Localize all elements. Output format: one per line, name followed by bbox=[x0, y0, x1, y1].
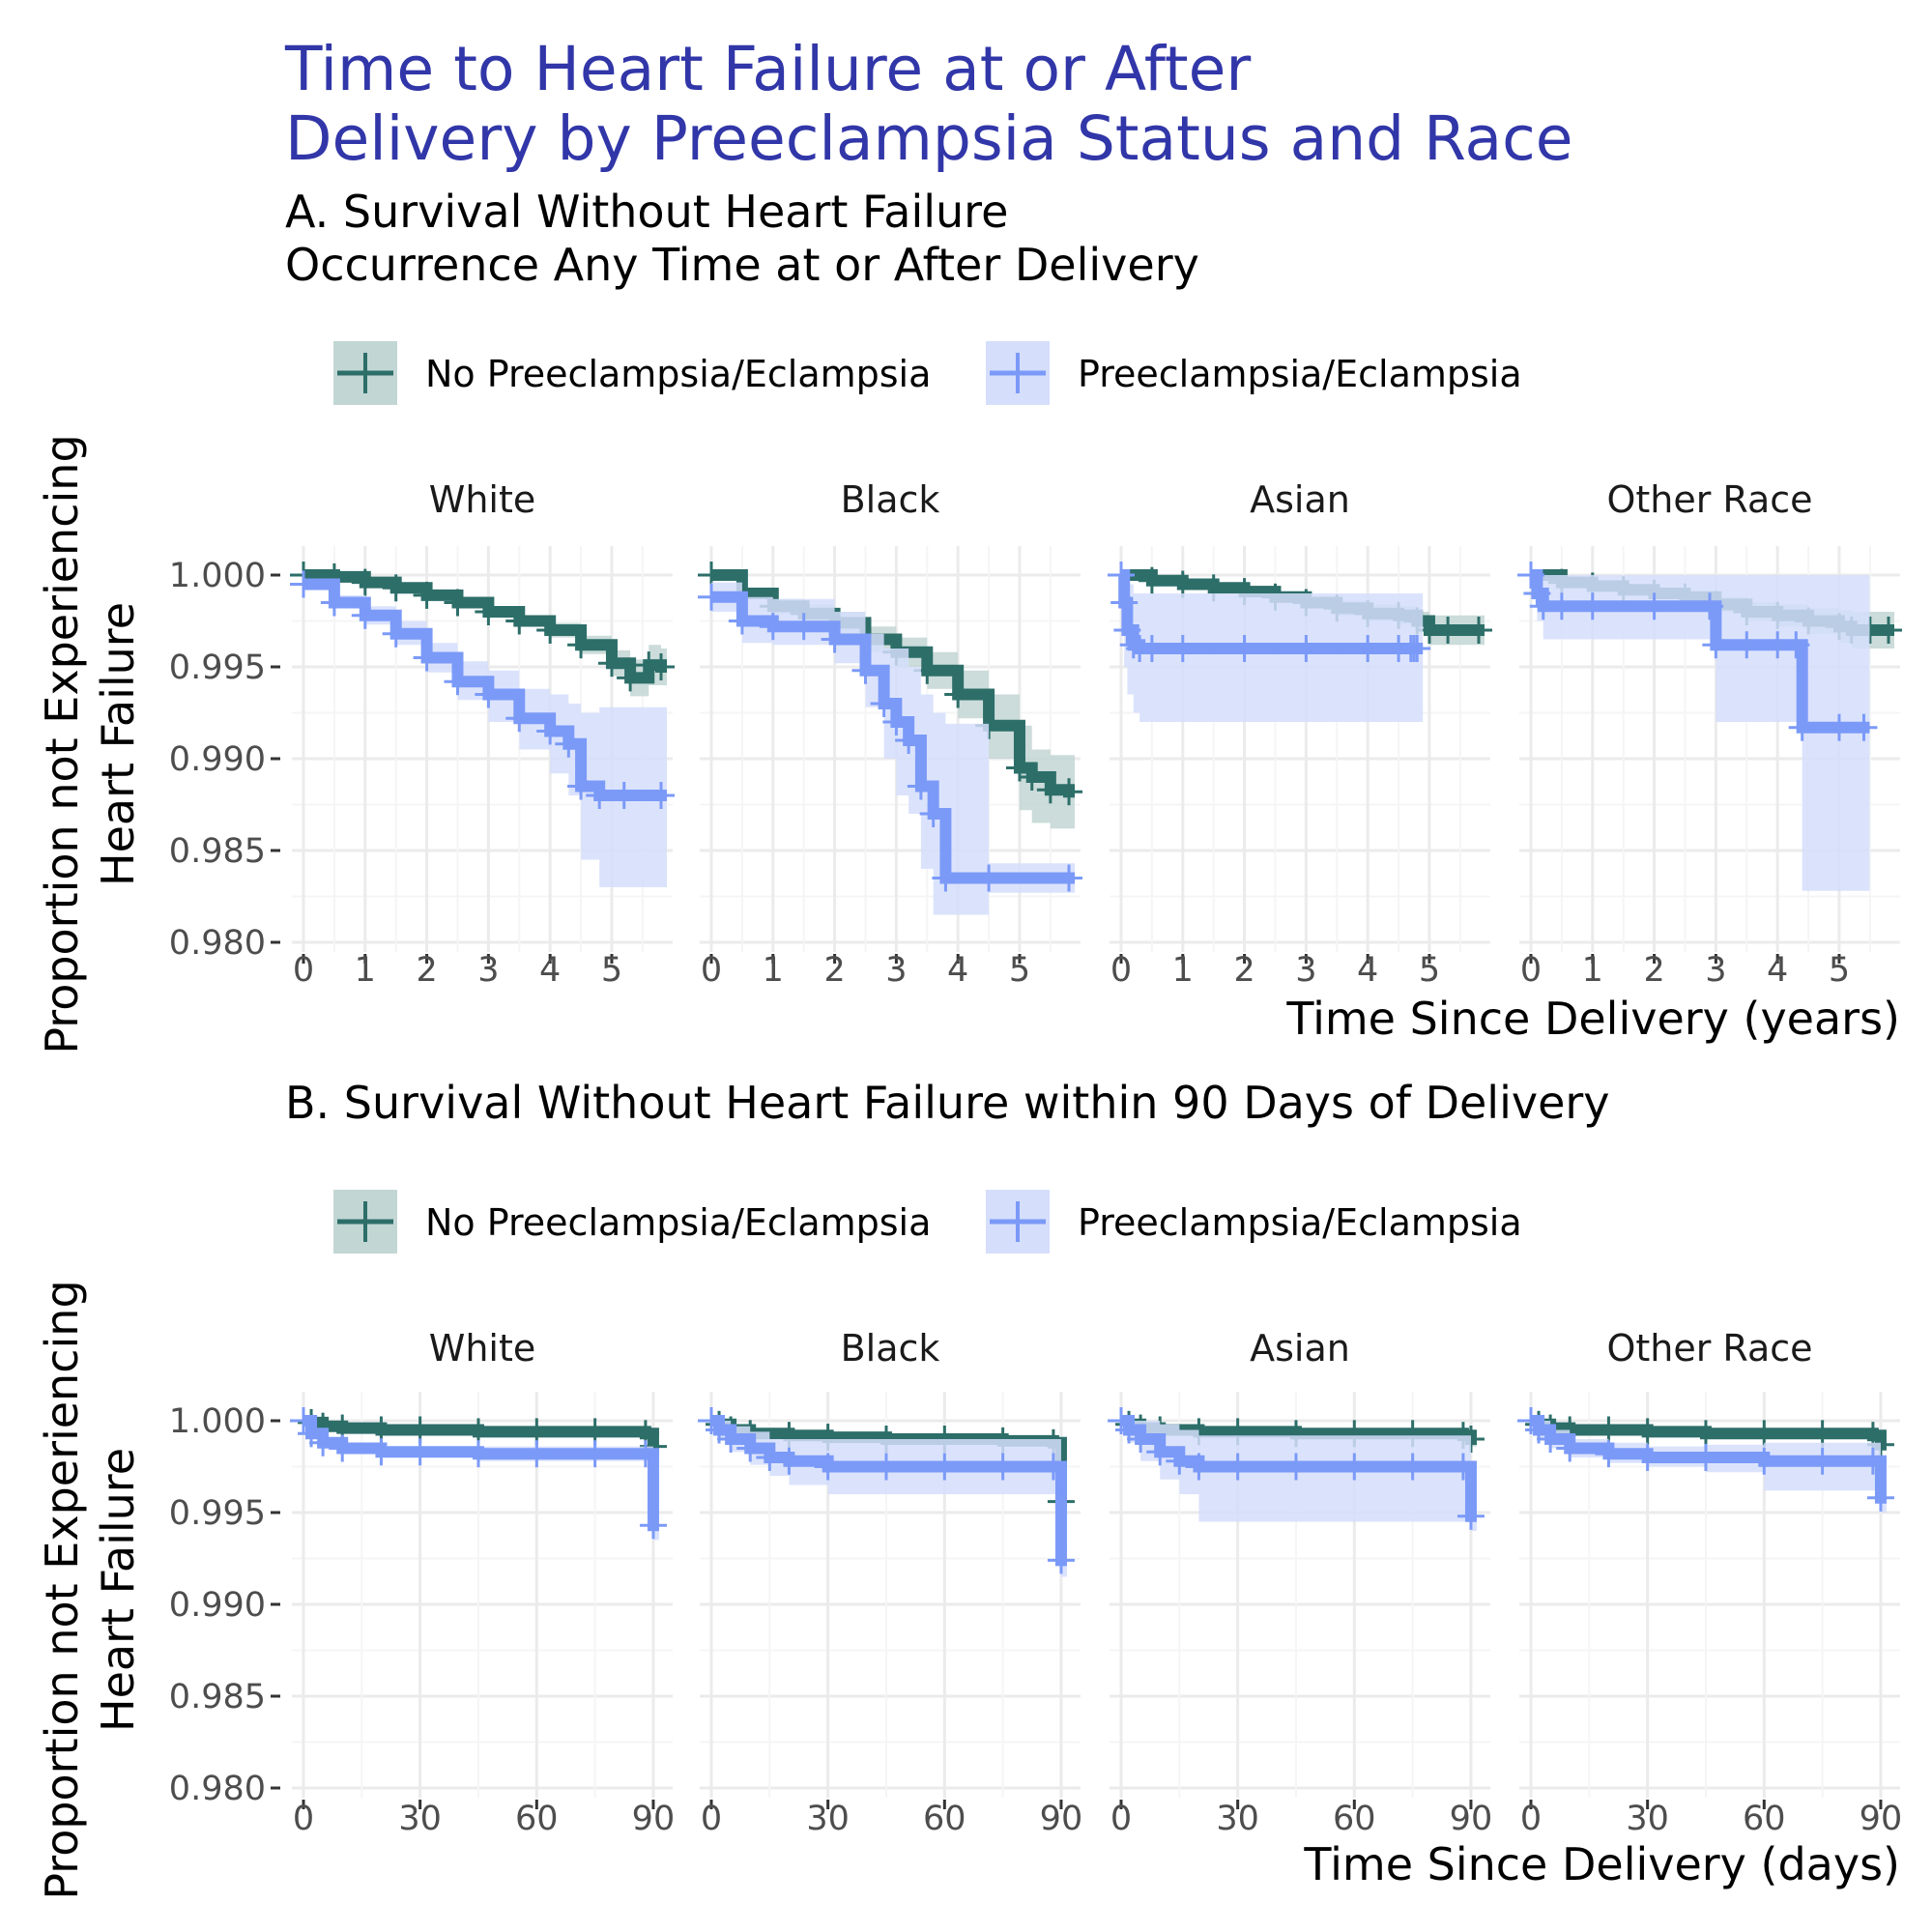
y-axis-title-line-2: Heart Failure bbox=[92, 602, 144, 886]
panel-subtitle-line-2: Occurrence Any Time at or After Delivery bbox=[285, 239, 1199, 291]
facet-strip-label: Other Race bbox=[1606, 1327, 1812, 1370]
x-tick-label: 0 bbox=[1520, 951, 1542, 990]
legend-entry-preeclampsia: Preeclampsia/Eclampsia bbox=[986, 341, 1522, 405]
facet-strip-label: White bbox=[429, 478, 536, 521]
x-tick-label: 5 bbox=[1009, 951, 1030, 990]
x-tick-label: 90 bbox=[632, 1800, 676, 1838]
x-tick-label: 60 bbox=[1333, 1800, 1376, 1838]
ci-band-preeclampsia bbox=[711, 582, 1075, 915]
x-tick-label: 2 bbox=[1233, 951, 1254, 990]
x-tick-label: 30 bbox=[1216, 1800, 1259, 1838]
legend-label: No Preeclampsia/Eclampsia bbox=[425, 353, 931, 395]
x-axis-title: Time Since Delivery (years) bbox=[1285, 993, 1900, 1045]
x-tick-label: 4 bbox=[947, 951, 968, 990]
x-tick-label: 5 bbox=[1419, 951, 1440, 990]
legend-label: No Preeclampsia/Eclampsia bbox=[425, 1201, 931, 1244]
x-tick-label: 30 bbox=[806, 1800, 850, 1838]
y-tick-label: 0.980 bbox=[169, 924, 266, 963]
x-tick-label: 90 bbox=[1450, 1800, 1493, 1838]
ci-band-no-preeclampsia bbox=[711, 575, 1075, 829]
x-tick-label: 5 bbox=[1829, 951, 1850, 990]
facet-strip-label: Other Race bbox=[1606, 478, 1812, 521]
x-tick-label: 4 bbox=[539, 951, 561, 990]
x-tick-label: 30 bbox=[398, 1800, 442, 1838]
facet-other-race: Other Race 0 1 2 3 4 5 bbox=[1517, 478, 1902, 990]
x-tick-label: 2 bbox=[416, 951, 437, 990]
x-tick-label: 4 bbox=[1357, 951, 1378, 990]
facet-black: Black 0 30 60 90 bbox=[698, 1327, 1082, 1838]
facet-strip-label: Asian bbox=[1250, 478, 1350, 521]
y-tick-label: 0.985 bbox=[169, 1678, 266, 1716]
x-tick-label: 90 bbox=[1860, 1800, 1903, 1838]
y-tick-label: 0.990 bbox=[169, 1586, 266, 1625]
x-tick-label: 30 bbox=[1626, 1800, 1669, 1838]
ci-band-preeclampsia bbox=[1531, 575, 1870, 891]
y-tick-label: 0.980 bbox=[169, 1770, 266, 1808]
legend-entry-no-preeclampsia: No Preeclampsia/Eclampsia bbox=[333, 341, 931, 405]
ci-band-preeclampsia bbox=[303, 580, 667, 887]
facet-grid bbox=[292, 1392, 673, 1798]
facet-asian: Asian 0 1 2 3 4 5 bbox=[1108, 478, 1492, 990]
y-tick-label: 1.000 bbox=[169, 557, 266, 595]
x-tick-label: 5 bbox=[601, 951, 622, 990]
facet-strip-label: Black bbox=[841, 1327, 940, 1370]
x-tick-label: 0 bbox=[293, 951, 314, 990]
x-tick-label: 3 bbox=[885, 951, 907, 990]
x-tick-label: 3 bbox=[1295, 951, 1316, 990]
panel-a: A. Survival Without Heart FailureOccurre… bbox=[36, 186, 1902, 1054]
facet-strip-label: Asian bbox=[1250, 1327, 1350, 1370]
facet-black: Black 0 1 2 3 4 5 bbox=[698, 478, 1082, 990]
y-tick-label: 0.995 bbox=[169, 649, 266, 687]
y-tick-label: 0.995 bbox=[169, 1494, 266, 1533]
x-tick-label: 0 bbox=[701, 951, 722, 990]
y-tick-label: 0.985 bbox=[169, 832, 266, 871]
y-axis-title-line-2: Heart Failure bbox=[92, 1448, 144, 1732]
panel-b: B. Survival Without Heart Failure within… bbox=[36, 1077, 1902, 1900]
x-tick-label: 1 bbox=[1172, 951, 1194, 990]
x-tick-label: 0 bbox=[1110, 1800, 1132, 1838]
y-tick-label: 1.000 bbox=[169, 1402, 266, 1441]
legend-entry-preeclampsia: Preeclampsia/Eclampsia bbox=[986, 1190, 1522, 1254]
x-tick-label: 4 bbox=[1767, 951, 1788, 990]
figure-title-line-2: Delivery by Preeclampsia Status and Race bbox=[285, 103, 1573, 174]
x-tick-label: 90 bbox=[1040, 1800, 1083, 1838]
x-tick-label: 0 bbox=[293, 1800, 314, 1838]
x-tick-label: 60 bbox=[515, 1800, 559, 1838]
ci-band-preeclampsia bbox=[303, 1421, 659, 1541]
y-axis-title-line-1: Proportion not Experiencing bbox=[36, 434, 88, 1053]
legend-label: Preeclampsia/Eclampsia bbox=[1078, 353, 1522, 395]
y-axis-title: Proportion not Experiencing Heart Failure bbox=[36, 1280, 144, 1899]
facet-white: White 0 30 60 90 bbox=[290, 1327, 675, 1838]
x-axis-title: Time Since Delivery (days) bbox=[1303, 1838, 1900, 1890]
panel-subtitle-line-1: B. Survival Without Heart Failure within… bbox=[285, 1077, 1610, 1129]
x-tick-label: 1 bbox=[355, 951, 376, 990]
ci-band-preeclampsia bbox=[1121, 1421, 1477, 1531]
facet-strip-label: White bbox=[429, 1327, 536, 1370]
legend-entry-no-preeclampsia: No Preeclampsia/Eclampsia bbox=[333, 1190, 931, 1254]
x-tick-label: 0 bbox=[1110, 951, 1132, 990]
facet-other-race: Other Race 0 30 60 90 bbox=[1517, 1327, 1902, 1838]
facet-asian: Asian 0 30 60 90 bbox=[1108, 1327, 1492, 1838]
y-tick-label: 0.990 bbox=[169, 740, 266, 779]
y-axis-title: Proportion not Experiencing Heart Failure bbox=[36, 434, 144, 1053]
y-axis-title-line-1: Proportion not Experiencing bbox=[36, 1280, 88, 1899]
x-tick-label: 1 bbox=[763, 951, 784, 990]
x-tick-label: 60 bbox=[923, 1800, 966, 1838]
x-tick-label: 0 bbox=[1520, 1800, 1542, 1838]
facet-strip-label: Black bbox=[841, 478, 940, 521]
x-tick-label: 3 bbox=[477, 951, 499, 990]
figure-title-line-1: Time to Heart Failure at or After bbox=[284, 34, 1251, 104]
legend-label: Preeclampsia/Eclampsia bbox=[1078, 1201, 1522, 1244]
x-tick-label: 2 bbox=[823, 951, 845, 990]
x-tick-label: 0 bbox=[701, 1800, 722, 1838]
ci-band-preeclampsia bbox=[1531, 1421, 1887, 1513]
x-tick-label: 3 bbox=[1705, 951, 1726, 990]
x-tick-label: 1 bbox=[1582, 951, 1603, 990]
panel-subtitle-line-1: A. Survival Without Heart Failure bbox=[285, 186, 1008, 238]
x-tick-label: 60 bbox=[1743, 1800, 1786, 1838]
x-tick-label: 2 bbox=[1643, 951, 1664, 990]
facet-white: White 0 1 2 3 4 5 bbox=[290, 478, 675, 990]
